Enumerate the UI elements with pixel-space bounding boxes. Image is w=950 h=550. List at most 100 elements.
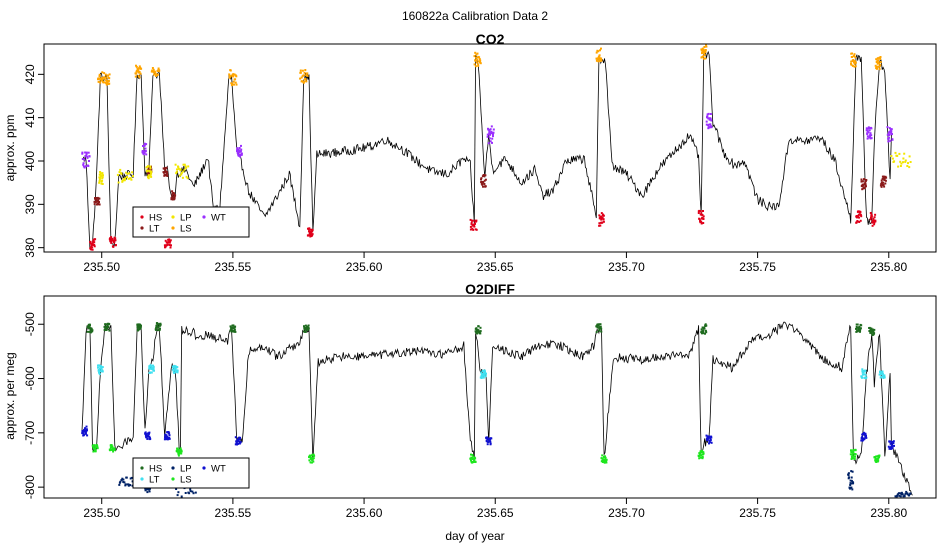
o2diff-calibration-wt-12 — [163, 431, 171, 441]
co2-calibration-lp-4 — [98, 171, 104, 185]
o2diff-y-tick-label: -800 — [23, 475, 37, 499]
co2-calibration-lt-32 — [860, 178, 868, 191]
o2diff-calibration-ls-5 — [108, 444, 116, 453]
co2-calibration-ls-17 — [228, 69, 238, 87]
o2diff-x-tick-label: 235.75 — [739, 506, 776, 520]
co2-x-tick-label: 235.50 — [83, 260, 120, 274]
co2-calibration-wt-0 — [81, 151, 91, 169]
co2-x-tick-label: 235.65 — [477, 260, 514, 274]
o2diff-x-tick-label: 235.50 — [83, 506, 120, 520]
o2diff-calibration-wt-23 — [485, 436, 493, 446]
co2-calibration-ls-5 — [104, 73, 111, 86]
o2diff-x-tick-label: 235.65 — [477, 506, 514, 520]
co2-panel: CO2 approx. ppm 235.50 235.55 235.60 235.65… — [3, 31, 937, 274]
co2-calibration-ls-30 — [850, 52, 857, 68]
co2-legend-marker-lp — [171, 215, 175, 219]
co2-legend-marker-wt — [202, 215, 206, 219]
o2diff-calibration-hs-11 — [154, 322, 162, 332]
o2diff-plot-frame — [43, 295, 937, 499]
o2diff-ambient-trace — [81, 321, 913, 496]
o2diff-calibration-wt-37 — [887, 440, 895, 450]
o2diff-calibration-wt-33 — [860, 431, 868, 442]
co2-calibration-lp-38 — [890, 151, 912, 169]
co2-calibration-wt-33 — [865, 126, 873, 140]
co2-calibration-lt-23 — [480, 174, 487, 188]
co2-calibration-wt-29 — [705, 112, 713, 130]
o2diff-y-tick-label: -600 — [23, 366, 37, 390]
co2-calibration-ls-19 — [299, 69, 309, 84]
o2diff-calibration-hs-21 — [474, 325, 482, 335]
co2-legend-marker-ls — [171, 226, 175, 230]
co2-calibration-lt-36 — [879, 175, 888, 188]
co2-calibration-wt-9 — [141, 142, 148, 156]
o2diff-legend-label-wt: WT — [211, 464, 226, 475]
o2diff-y-axis-label: approx. per meg — [3, 352, 17, 439]
o2diff-calibration-hs-31 — [855, 323, 863, 333]
o2diff-legend-label-lt: LT — [149, 475, 160, 486]
o2diff-calibration-ls-26 — [697, 449, 705, 460]
o2diff-x-tick-label: 235.80 — [870, 506, 907, 520]
o2diff-legend-label-hs: HS — [149, 464, 162, 475]
co2-x-tick-label: 235.55 — [215, 260, 252, 274]
co2-legend-label-hs: HS — [149, 213, 162, 224]
o2diff-legend-marker-hs — [140, 466, 144, 470]
co2-y-tick-label: 400 — [23, 151, 37, 171]
o2diff-calibration-wt-28 — [705, 434, 713, 445]
o2diff-calibration-lt-22 — [479, 369, 487, 379]
o2diff-calibration-lt-9 — [148, 364, 155, 374]
co2-x-tick-label: 235.60 — [346, 260, 383, 274]
co2-calibration-hs-20 — [306, 227, 314, 238]
co2-panel-title: CO2 — [476, 31, 505, 47]
co2-calibration-ls-28 — [700, 43, 708, 60]
o2diff-legend-label-lp: LP — [180, 464, 192, 475]
co2-calibration-hs-31 — [855, 210, 863, 224]
co2-calibration-lt-15 — [170, 190, 177, 201]
co2-calibration-ls-25 — [595, 47, 603, 63]
co2-calibration-hs-21 — [469, 218, 478, 231]
o2diff-calibration-ls-25 — [600, 454, 608, 464]
co2-x-tick-label: 235.70 — [608, 260, 645, 274]
co2-calibration-lp-7 — [116, 168, 134, 184]
o2diff-calibration-wt-0 — [81, 425, 89, 437]
co2-calibration-lt-2 — [93, 196, 101, 206]
co2-calibration-ls-12 — [150, 67, 161, 77]
co2-calibration-hs-6 — [108, 236, 117, 248]
o2diff-calibration-ls-35 — [873, 454, 881, 463]
co2-legend-marker-hs — [140, 215, 144, 219]
co2-calibration-hs-14 — [163, 238, 172, 249]
o2diff-calibration-wt-17 — [234, 436, 242, 446]
co2-legend-marker-lt — [140, 226, 144, 230]
o2diff-calibration-ls-19 — [308, 453, 316, 464]
o2diff-calibration-wt-8 — [144, 431, 152, 441]
co2-calibration-lp-16 — [174, 163, 190, 180]
co2-calibration-lt-13 — [162, 166, 169, 177]
co2-x-tick-label: 235.75 — [739, 260, 776, 274]
o2diff-calibration-hs-16 — [229, 324, 237, 333]
o2diff-panel: O2DIFF approx. per meg 235.50 235.55 235.6… — [3, 281, 937, 520]
co2-calibration-ls-22 — [473, 51, 482, 68]
co2-y-axis-label: approx. ppm — [3, 115, 17, 182]
o2diff-calibration-hs-24 — [595, 323, 603, 334]
o2diff-legend-marker-lt — [140, 477, 144, 481]
co2-calibration-ls-8 — [134, 64, 143, 79]
co2-y-tick-label: 420 — [23, 64, 37, 84]
co2-legend-label-lp: LP — [180, 213, 192, 224]
o2diff-legend-label-ls: LS — [180, 475, 192, 486]
o2diff-calibration-lt-13 — [171, 364, 179, 374]
co2-calibration-wt-24 — [486, 125, 495, 145]
co2-x-tick-label: 235.80 — [870, 260, 907, 274]
o2diff-calibration-hs-34 — [868, 326, 876, 336]
o2diff-calibration-lp-29 — [847, 470, 855, 491]
o2diff-y-tick-label: -500 — [23, 312, 37, 336]
o2diff-x-tick-label: 235.60 — [346, 506, 383, 520]
o2diff-calibration-hs-7 — [136, 323, 142, 332]
co2-legend-label-ls: LS — [180, 224, 192, 235]
co2-calibration-wt-37 — [886, 126, 894, 143]
o2diff-calibration-lt-36 — [878, 370, 886, 379]
co2-legend-label-wt: WT — [211, 213, 226, 224]
o2diff-legend-marker-lp — [171, 466, 175, 470]
o2diff-calibration-lp-38 — [894, 490, 912, 498]
o2diff-calibration-hs-27 — [700, 323, 708, 335]
